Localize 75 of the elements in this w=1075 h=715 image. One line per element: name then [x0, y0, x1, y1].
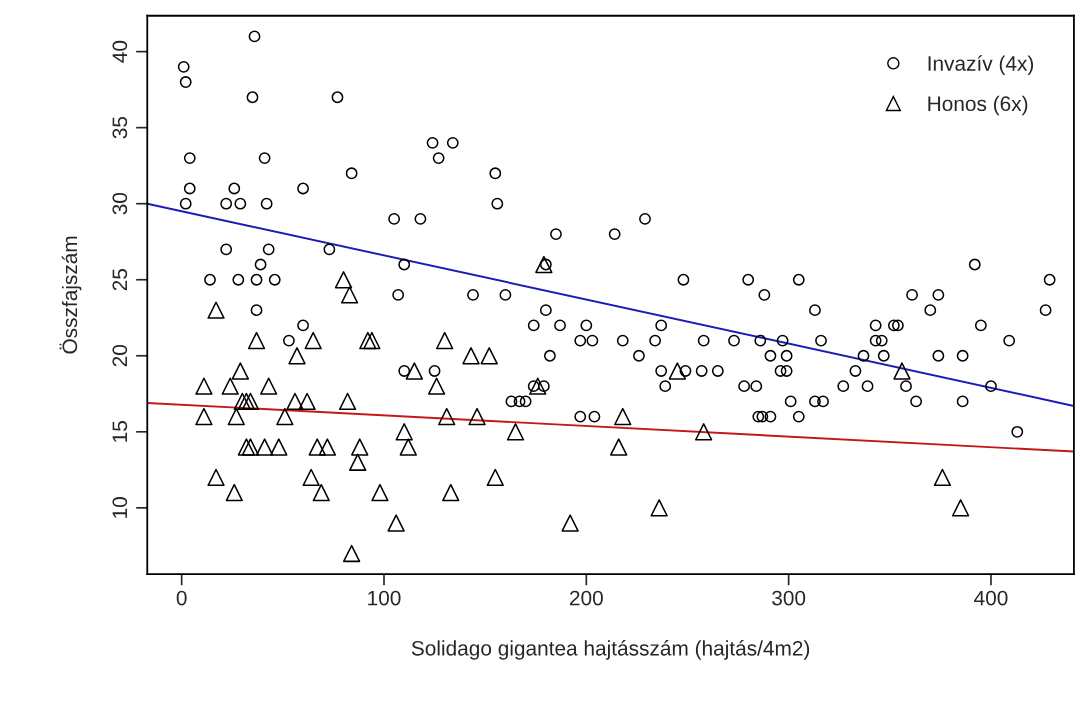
y-tick-label: 30: [112, 192, 128, 215]
x-tick-label: 300: [772, 590, 806, 606]
x-tick-label: 200: [569, 590, 603, 606]
point: [529, 377, 547, 395]
y-tick-label: 20: [112, 344, 128, 367]
point: [405, 362, 424, 380]
point: [338, 392, 357, 411]
point: [259, 377, 278, 395]
point: [308, 438, 326, 456]
y-tick-label: 10: [112, 497, 128, 518]
point: [221, 377, 239, 395]
point: [480, 347, 498, 365]
y-tick-label: 15: [112, 421, 128, 442]
point: [933, 468, 952, 487]
x-tick-label: 0: [176, 590, 187, 606]
point: [298, 392, 316, 411]
point: [225, 483, 243, 502]
point: [207, 468, 225, 487]
point: [286, 392, 304, 411]
point: [241, 392, 260, 411]
point: [951, 499, 970, 517]
point: [427, 377, 446, 395]
point: [227, 407, 245, 426]
point: [438, 407, 456, 426]
point: [561, 514, 579, 532]
point: [506, 423, 525, 441]
y-tick-label: 40: [112, 40, 128, 63]
point: [363, 331, 381, 350]
point: [468, 407, 486, 426]
point: [207, 301, 225, 319]
point: [614, 407, 632, 426]
point: [233, 392, 252, 411]
point: [237, 392, 256, 411]
point: [302, 468, 320, 487]
point: [288, 347, 306, 365]
point: [668, 362, 687, 380]
point: [462, 347, 480, 365]
point: [195, 377, 213, 395]
y-tick-label: 35: [112, 116, 128, 139]
point: [359, 331, 377, 350]
point: [270, 438, 288, 456]
x-tick-label: 100: [368, 590, 401, 606]
y-axis-title: Összfajszám: [59, 236, 82, 354]
x-axis-title: Solidago gigantea hajtásszám (hajtás/4m2): [411, 640, 810, 660]
point: [442, 483, 460, 502]
point: [395, 423, 413, 441]
point: [694, 423, 713, 441]
point: [237, 438, 256, 456]
point: [276, 407, 294, 426]
point: [304, 331, 322, 350]
point: [231, 362, 250, 380]
point: [334, 271, 353, 289]
y-tick-label: 25: [112, 269, 128, 291]
point: [436, 331, 454, 350]
point: [893, 362, 911, 380]
x-tick-label: 400: [974, 590, 1008, 606]
point: [486, 468, 504, 487]
point: [241, 438, 260, 456]
legend-label: Invazív (4x): [928, 55, 1034, 75]
point: [247, 331, 266, 350]
point: [399, 438, 417, 456]
point: [195, 407, 213, 426]
point: [342, 544, 361, 563]
point: [650, 499, 668, 517]
point: [535, 255, 553, 274]
point: [610, 438, 628, 456]
legend-label: Honos (6x): [928, 95, 1028, 116]
point: [312, 483, 330, 502]
point: [351, 438, 369, 456]
point: [340, 286, 359, 304]
point: [349, 453, 367, 471]
point: [318, 438, 337, 456]
point: [255, 438, 274, 456]
point: [371, 483, 389, 502]
point: [387, 514, 405, 532]
